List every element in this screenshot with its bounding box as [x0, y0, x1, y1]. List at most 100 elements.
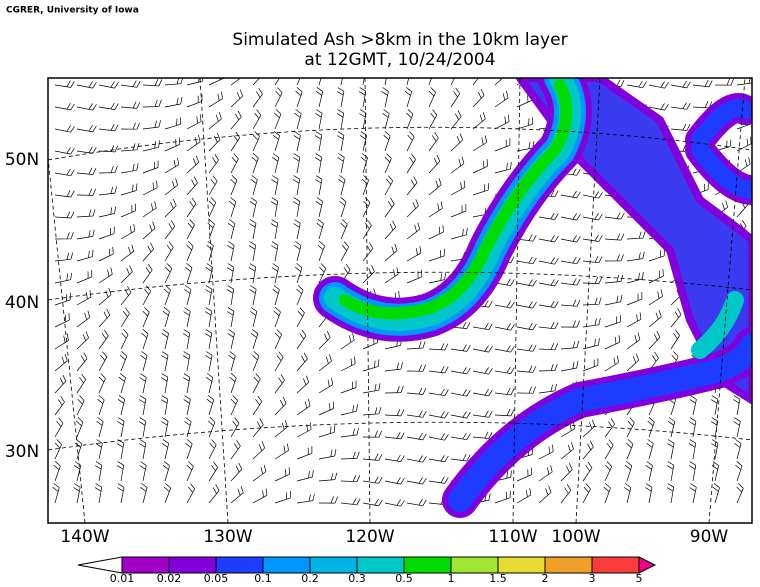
wind-barb: [98, 124, 119, 132]
wind-barb: [186, 197, 197, 218]
wind-barb: [450, 367, 471, 375]
wind-barb: [250, 175, 258, 196]
colorbar-under: [77, 556, 123, 574]
wind-barb: [54, 80, 75, 88]
wind-barb: [98, 165, 118, 174]
wind-barb: [538, 279, 559, 287]
wind-barb: [54, 168, 75, 177]
wind-barb: [406, 176, 418, 196]
wind-barb: [736, 483, 744, 504]
wind-barb: [98, 308, 111, 328]
wind-barb: [582, 461, 593, 482]
wind-barb: [340, 451, 360, 460]
wind-barb: [626, 417, 635, 438]
wind-barb: [76, 290, 92, 306]
wind-barb: [139, 439, 147, 460]
wind-barb: [623, 483, 632, 504]
wind-barb: [406, 109, 414, 130]
wind-barb: [361, 175, 370, 196]
wind-barb: [318, 496, 338, 504]
wind-barb: [142, 201, 157, 218]
wind-barb: [538, 300, 559, 308]
wind-barb: [294, 241, 302, 262]
wind-barb: [406, 364, 427, 372]
wind-barb: [274, 351, 284, 372]
wind-barb: [406, 477, 427, 485]
wind-barb: [248, 263, 257, 284]
wind-barb: [230, 175, 238, 196]
wind-barb: [206, 241, 214, 262]
wind-barb: [160, 395, 169, 416]
colorbar-box: [215, 556, 264, 574]
wind-barb: [340, 356, 356, 372]
wind-barb: [186, 461, 194, 482]
wind-barb: [362, 430, 382, 438]
wind-barb: [384, 220, 397, 240]
colorbar-box: [403, 556, 452, 574]
wind-barb: [272, 285, 280, 306]
wind-barb: [340, 475, 361, 483]
wind-barb: [406, 153, 416, 174]
wind-barb: [185, 439, 193, 460]
wind-barb: [296, 470, 314, 482]
wind-barb: [208, 154, 219, 174]
lon-label: 110W: [488, 527, 537, 547]
lon-label: 100W: [551, 527, 600, 547]
wind-barb: [182, 329, 191, 350]
wind-barb: [186, 155, 200, 174]
wind-barb: [296, 398, 311, 416]
wind-barb: [76, 209, 96, 218]
wind-barb: [450, 78, 455, 86]
wind-barb: [252, 373, 261, 394]
wind-barb: [142, 160, 159, 174]
wind-barb: [118, 373, 126, 394]
wind-barb: [384, 267, 399, 284]
wind-barb: [406, 341, 426, 350]
wind-barb: [626, 312, 642, 328]
wind-barb: [667, 439, 675, 460]
wind-barb: [252, 441, 266, 460]
wind-barb: [227, 307, 235, 328]
wind-barb: [560, 442, 574, 460]
wind-barb: [560, 256, 581, 265]
wind-barb: [252, 109, 262, 130]
wind-barb: [94, 483, 103, 504]
wind-barb: [160, 373, 169, 394]
wind-barb: [270, 219, 279, 240]
wind-barb: [647, 417, 655, 438]
wind-barb: [337, 87, 345, 108]
wind-barb: [689, 417, 697, 438]
wind-barb: [362, 219, 372, 240]
wind-barb: [428, 411, 449, 419]
wind-barb: [54, 252, 74, 262]
wind-barb: [98, 373, 106, 394]
wind-barb: [208, 484, 220, 504]
wind-barb: [54, 417, 64, 438]
title-line: Simulated Ash >8km in the 10km layer: [232, 30, 567, 50]
wind-barb: [494, 345, 515, 353]
colorbar-label: 0.3: [348, 572, 366, 585]
wind-barb: [494, 323, 515, 331]
wind-barb: [582, 213, 603, 221]
wind-barb: [98, 246, 114, 262]
wind-barb: [252, 88, 263, 108]
wind-barb: [384, 432, 405, 440]
wind-barb: [230, 395, 238, 416]
wind-barb: [428, 388, 449, 397]
wind-barb: [734, 439, 742, 460]
wind-barb: [472, 183, 489, 196]
wind-barb: [204, 329, 213, 350]
wind-barb: [733, 417, 741, 438]
wind-barb: [230, 78, 242, 86]
wind-barb: [164, 263, 173, 284]
wind-barb: [186, 176, 198, 196]
wind-barb: [711, 439, 719, 460]
wind-barb: [604, 335, 620, 350]
wind-barb: [230, 462, 243, 482]
wind-barb: [494, 490, 511, 504]
wind-barb: [164, 241, 174, 262]
wind-barb: [516, 322, 537, 331]
wind-barb: [274, 420, 288, 438]
colorbar-box: [262, 556, 311, 574]
